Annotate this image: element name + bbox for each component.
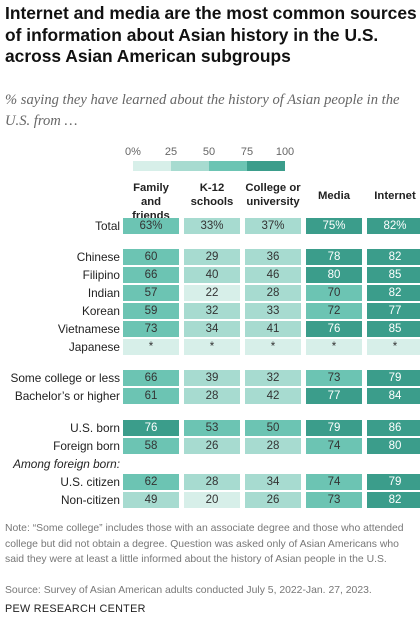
heatmap-cell: 26: [184, 438, 240, 454]
row-label: U.S. born: [70, 421, 120, 435]
legend-tick-label: 25: [164, 146, 178, 158]
heatmap-cell: 76: [306, 321, 362, 337]
column-header: College or university: [245, 182, 301, 208]
heatmap-cell: 79: [367, 474, 420, 490]
heatmap-cell: 72: [306, 303, 362, 319]
heatmap-cell: 73: [306, 370, 362, 386]
heatmap-cell: 79: [306, 420, 362, 436]
heatmap-cell: 82: [367, 285, 420, 301]
heatmap-cell: 29: [184, 249, 240, 265]
row-label: Total: [95, 219, 120, 233]
row-label: Chinese: [76, 250, 120, 264]
column-header: Internet: [374, 190, 416, 202]
heatmap-cell: 78: [306, 249, 362, 265]
heatmap-cell: 70: [306, 285, 362, 301]
legend-tick-label: 100: [275, 146, 295, 158]
row-label: Non-citizen: [60, 493, 120, 507]
chart-title: Internet and media are the most common s…: [5, 3, 417, 66]
row-label: Some college or less: [10, 371, 120, 385]
legend-tick-label: 75: [240, 146, 254, 158]
row-label: Indian: [87, 286, 120, 300]
heatmap-cell: *: [123, 339, 179, 355]
heatmap-cell: 60: [123, 249, 179, 265]
column-header: K-12 schools: [190, 182, 234, 208]
row-label: U.S. citizen: [60, 475, 120, 489]
heatmap-cell: 37%: [245, 218, 301, 234]
row-label: Japanese: [68, 340, 120, 354]
row-label: Bachelor’s or higher: [14, 389, 120, 403]
heatmap-cell: 57: [123, 285, 179, 301]
heatmap-cell: 82: [367, 492, 420, 508]
heatmap-cell: 63%: [123, 218, 179, 234]
row-label: Korean: [81, 304, 120, 318]
heatmap-cell: 28: [184, 474, 240, 490]
column-header: Media: [317, 190, 350, 202]
heatmap-cell: 28: [245, 285, 301, 301]
heatmap-cell: 22: [184, 285, 240, 301]
heatmap-cell: 26: [245, 492, 301, 508]
heatmap-cell: 73: [306, 492, 362, 508]
heatmap-cell: 77: [367, 303, 420, 319]
heatmap-cell: 49: [123, 492, 179, 508]
heatmap-cell: 84: [367, 388, 420, 404]
heatmap-cell: 85: [367, 267, 420, 283]
legend-swatch: [247, 161, 285, 171]
heatmap-cell: 58: [123, 438, 179, 454]
heatmap-cell: 74: [306, 474, 362, 490]
legend-swatch: [171, 161, 209, 171]
heatmap-cell: 82%: [367, 218, 420, 234]
heatmap-cell: 39: [184, 370, 240, 386]
row-label: Foreign born: [53, 439, 120, 453]
heatmap-cell: *: [367, 339, 420, 355]
publisher-name: PEW RESEARCH CENTER: [5, 603, 146, 615]
heatmap-cell: 20: [184, 492, 240, 508]
legend-tick-label: 50: [202, 146, 216, 158]
heatmap-cell: 50: [245, 420, 301, 436]
heatmap-cell: 40: [184, 267, 240, 283]
heatmap-cell: 82: [367, 249, 420, 265]
heatmap-cell: 79: [367, 370, 420, 386]
row-label: Filipino: [82, 268, 120, 282]
heatmap-cell: 66: [123, 370, 179, 386]
group-subheading: Among foreign born:: [13, 457, 120, 471]
heatmap-cell: 73: [123, 321, 179, 337]
heatmap-cell: 74: [306, 438, 362, 454]
legend-tick-label: 0%: [125, 146, 141, 158]
heatmap-cell: 34: [184, 321, 240, 337]
chart-subtitle: % saying they have learned about the his…: [5, 92, 400, 129]
heatmap-cell: 36: [245, 249, 301, 265]
heatmap-cell: *: [184, 339, 240, 355]
heatmap-cell: 85: [367, 321, 420, 337]
heatmap-cell: 33: [245, 303, 301, 319]
heatmap-cell: 33%: [184, 218, 240, 234]
heatmap-cell: 59: [123, 303, 179, 319]
heatmap-cell: 46: [245, 267, 301, 283]
heatmap-cell: 41: [245, 321, 301, 337]
heatmap-cell: 86: [367, 420, 420, 436]
heatmap-cell: *: [245, 339, 301, 355]
heatmap-cell: 76: [123, 420, 179, 436]
heatmap-cell: 32: [245, 370, 301, 386]
chart-source: Source: Survey of Asian American adults …: [5, 585, 372, 596]
legend-swatch: [133, 161, 171, 171]
heatmap-cell: 32: [184, 303, 240, 319]
heatmap-cell: 77: [306, 388, 362, 404]
heatmap-cell: 80: [367, 438, 420, 454]
heatmap-cell: 66: [123, 267, 179, 283]
heatmap-cell: 34: [245, 474, 301, 490]
legend-swatch: [209, 161, 247, 171]
chart-note: Note: “Some college” includes those with…: [5, 523, 404, 566]
heatmap-cell: 75%: [306, 218, 362, 234]
heatmap-cell: 42: [245, 388, 301, 404]
column-header: Family and friends: [132, 182, 170, 222]
heatmap-cell: 80: [306, 267, 362, 283]
heatmap-cell: 28: [245, 438, 301, 454]
heatmap-cell: 53: [184, 420, 240, 436]
heatmap-cell: 28: [184, 388, 240, 404]
heatmap-cell: 62: [123, 474, 179, 490]
heatmap-cell: *: [306, 339, 362, 355]
row-label: Vietnamese: [57, 322, 120, 336]
heatmap-cell: 61: [123, 388, 179, 404]
